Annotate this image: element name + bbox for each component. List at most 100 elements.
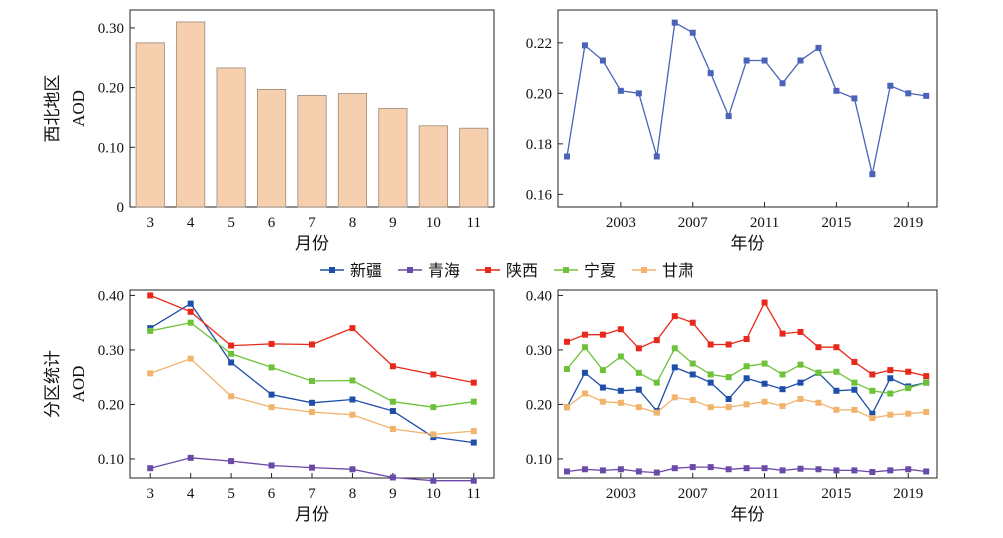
data-point	[581, 466, 588, 473]
data-point	[268, 340, 275, 347]
data-point	[635, 90, 642, 97]
x-tick-label: 9	[389, 486, 397, 502]
data-point	[779, 467, 786, 474]
legend-marker	[641, 267, 647, 273]
x-tick-label: 2003	[606, 215, 636, 231]
x-axis-label: 年份	[731, 234, 765, 253]
data-point	[743, 375, 750, 382]
y-tick-label: 0.20	[526, 86, 552, 102]
data-point	[725, 374, 732, 381]
data-point	[653, 337, 660, 344]
y-axis-region-label: 分区统计	[43, 350, 62, 418]
data-point	[599, 57, 606, 64]
y-tick-label: 0.22	[526, 36, 552, 52]
data-point	[797, 57, 804, 64]
data-point	[869, 371, 876, 378]
data-point	[581, 331, 588, 338]
data-point	[309, 341, 315, 348]
data-point	[349, 466, 356, 473]
data-point	[635, 369, 642, 376]
data-point	[761, 465, 768, 472]
data-point	[617, 466, 624, 473]
panel-monthly-line-subregions: 0.10 0.20 0.30 0.40 3 4 5 6 7 8 9 10 11 月份 分区统计 AOD	[43, 288, 495, 524]
data-point	[743, 336, 750, 343]
data-point	[905, 385, 912, 392]
bar	[297, 94, 327, 208]
data-point	[905, 90, 912, 97]
data-point	[671, 345, 678, 352]
data-point	[923, 409, 930, 416]
y-axis-label: AOD	[69, 366, 88, 403]
data-point	[833, 387, 840, 394]
data-point	[725, 466, 732, 473]
data-point	[689, 464, 696, 471]
data-point	[228, 342, 235, 349]
data-point	[268, 391, 275, 398]
data-point	[779, 80, 786, 87]
data-point	[707, 371, 714, 378]
data-point	[581, 390, 588, 397]
x-tick-label: 7	[308, 215, 316, 231]
data-point	[725, 395, 732, 402]
data-point	[671, 364, 678, 371]
data-point	[761, 380, 768, 387]
x-tick-label: 2011	[750, 486, 779, 502]
legend-label: 青海	[428, 262, 460, 280]
series-line	[149, 294, 474, 384]
data-point	[617, 326, 624, 333]
bar	[216, 67, 246, 208]
data-point	[761, 299, 768, 306]
x-axis-label: 年份	[731, 505, 765, 524]
legend-label: 甘肃	[662, 262, 694, 280]
x-tick-label: 7	[308, 486, 316, 502]
data-point	[581, 369, 588, 376]
data-point	[228, 393, 235, 400]
data-point	[887, 390, 894, 397]
x-tick-label: 5	[227, 486, 235, 502]
y-tick-label: 0.30	[98, 343, 124, 359]
bar	[176, 21, 206, 208]
data-point	[689, 371, 696, 378]
data-point	[187, 300, 194, 307]
data-point	[833, 406, 840, 413]
x-tick-label: 11	[467, 486, 481, 502]
bar	[418, 125, 448, 208]
data-point	[617, 353, 624, 360]
data-point	[671, 313, 678, 320]
data-point	[905, 466, 912, 473]
data-point	[389, 474, 396, 481]
bar	[135, 42, 165, 208]
data-point	[923, 92, 930, 99]
data-point	[349, 411, 356, 418]
data-point	[470, 477, 477, 484]
y-tick-label: 0	[117, 200, 125, 216]
legend: 新疆 青海 陕西 宁夏 甘肃	[320, 262, 694, 280]
legend-label: 陕西	[506, 262, 538, 280]
data-point	[743, 57, 750, 64]
x-tick-label: 2007	[678, 215, 709, 231]
x-tick-label: 10	[426, 215, 441, 231]
data-point	[815, 369, 822, 376]
data-point	[599, 367, 606, 374]
data-point	[761, 57, 768, 64]
data-point	[833, 344, 840, 351]
data-point	[470, 379, 477, 386]
data-point	[905, 368, 912, 375]
plot-frame	[557, 9, 938, 208]
data-point	[563, 366, 570, 373]
data-point	[887, 367, 894, 374]
data-point	[923, 379, 930, 386]
data-point	[815, 399, 822, 406]
data-point	[779, 403, 786, 410]
data-point	[833, 467, 840, 474]
data-point	[815, 44, 822, 51]
panel-yearly-line-northwest: 0.16 0.18 0.20 0.22 2003 2007 2011 2015 2019 年份	[526, 9, 938, 253]
data-point	[761, 360, 768, 367]
x-tick-label: 2003	[606, 486, 636, 502]
x-tick-label: 2007	[678, 486, 709, 502]
data-point	[563, 404, 570, 411]
data-point	[707, 70, 714, 77]
data-point	[905, 410, 912, 417]
data-point	[309, 409, 315, 416]
x-tick-label: 8	[349, 215, 357, 231]
